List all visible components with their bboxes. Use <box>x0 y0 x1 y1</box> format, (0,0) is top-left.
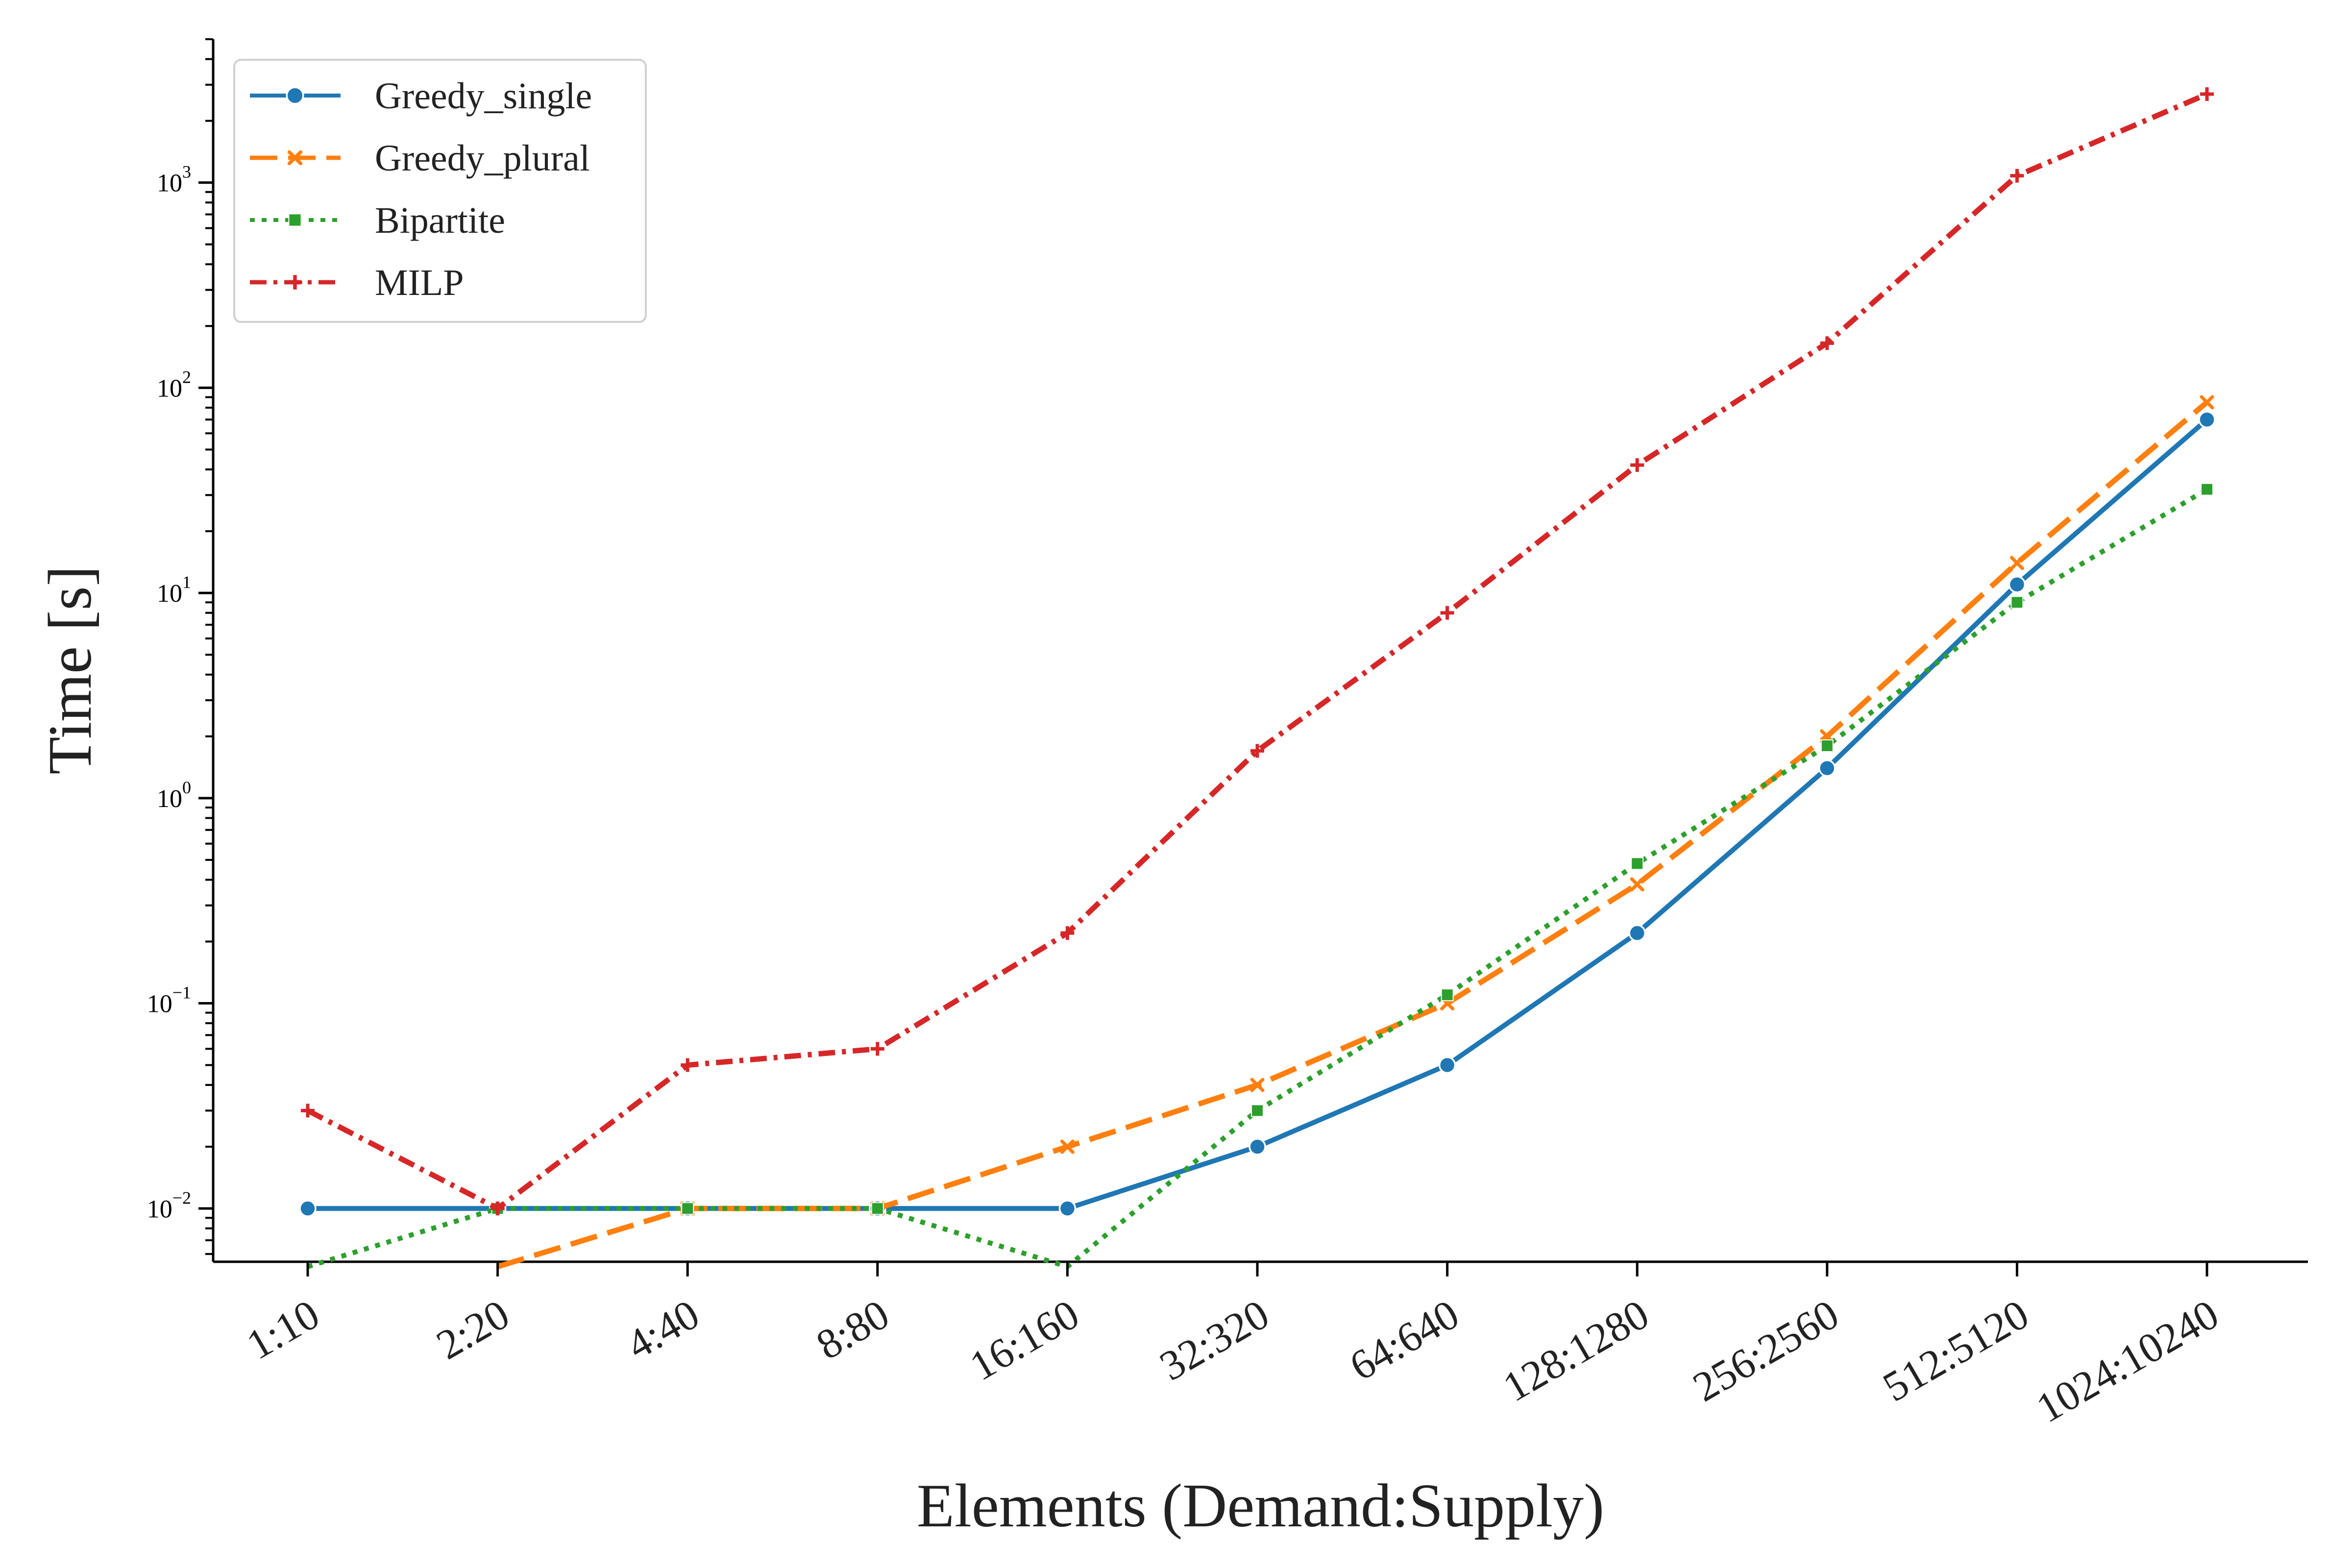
x-tick-label: 256:2560 <box>1685 1290 1846 1411</box>
data-point <box>1060 926 1075 940</box>
data-point <box>2200 87 2214 101</box>
x-tick-label: 8:80 <box>808 1290 897 1369</box>
y-tick-label: 100 <box>157 778 191 813</box>
data-point <box>1440 606 1454 620</box>
legend-box <box>233 59 647 323</box>
series-greedy-plural <box>496 395 2214 1270</box>
data-point <box>301 1103 315 1118</box>
data-point <box>1250 744 1264 758</box>
data-point <box>2201 483 2213 496</box>
y-tick-label: 10−2 <box>147 1188 191 1223</box>
x-tick-label: 2:20 <box>429 1290 517 1369</box>
x-tick-label: 128:1280 <box>1495 1290 1656 1411</box>
data-point <box>2010 169 2024 183</box>
data-point <box>2010 596 2024 609</box>
data-point <box>2008 576 2026 593</box>
legend-label: Bipartite <box>375 200 505 241</box>
data-point <box>2009 556 2024 570</box>
data-point <box>2198 411 2216 429</box>
x-tick-label: 64:640 <box>1342 1290 1467 1390</box>
legend: Greedy_single Greedy_plural Bipartite MILP <box>233 59 647 323</box>
data-point <box>1630 458 1644 472</box>
x-tick-label: 1024:10240 <box>2029 1290 2227 1432</box>
data-point <box>681 1202 694 1215</box>
data-point <box>1631 857 1644 870</box>
data-point <box>681 1058 695 1072</box>
x-tick-label: 4:40 <box>618 1290 707 1369</box>
series-line <box>307 487 2208 1269</box>
x-tick-label: 512:5120 <box>1875 1290 2036 1411</box>
data-point <box>2200 395 2214 410</box>
data-point <box>1820 336 1834 350</box>
legend-marker <box>287 150 303 166</box>
data-point <box>870 1042 884 1056</box>
legend-marker <box>288 213 302 227</box>
data-point <box>1438 1056 1456 1074</box>
data-point <box>299 1200 317 1218</box>
data-point <box>1818 759 1836 777</box>
y-tick-label: 102 <box>157 367 191 402</box>
data-point <box>490 1201 505 1216</box>
data-point <box>1249 1138 1266 1155</box>
data-point <box>1250 1078 1265 1092</box>
series-line <box>306 92 2208 1211</box>
data-point <box>1251 1104 1264 1117</box>
series-milp <box>301 87 2214 1216</box>
data-point <box>1441 988 1454 1002</box>
y-tick-label: 10−1 <box>147 983 191 1018</box>
x-tick-label: 16:160 <box>962 1290 1087 1390</box>
series-line <box>308 417 2209 1211</box>
y-tick-label: 103 <box>157 162 191 197</box>
x-axis-title: Elements (Demand:Supply) <box>917 1472 1604 1540</box>
data-point <box>1058 1200 1077 1218</box>
x-tick-label: 32:320 <box>1152 1290 1277 1390</box>
data-point <box>1820 739 1834 752</box>
data-point <box>1630 877 1644 892</box>
legend-label: Greedy_plural <box>375 138 590 179</box>
y-axis-title: Time [s] <box>36 566 104 775</box>
series-bipartite <box>307 483 2213 1269</box>
legend-label: Greedy_single <box>375 75 592 117</box>
data-point <box>871 1202 884 1215</box>
legend-label: MILP <box>375 262 464 303</box>
data-point <box>1628 924 1646 942</box>
y-tick-label: 101 <box>157 572 191 608</box>
series-greedy-single <box>299 411 2216 1218</box>
series-layer <box>299 87 2216 1270</box>
axes <box>212 39 2308 1263</box>
x-tick-label: 1:10 <box>239 1290 327 1369</box>
series-line <box>496 400 2209 1270</box>
legend-marker <box>286 86 304 105</box>
data-point <box>1060 1139 1075 1154</box>
legend-marker <box>288 275 302 290</box>
